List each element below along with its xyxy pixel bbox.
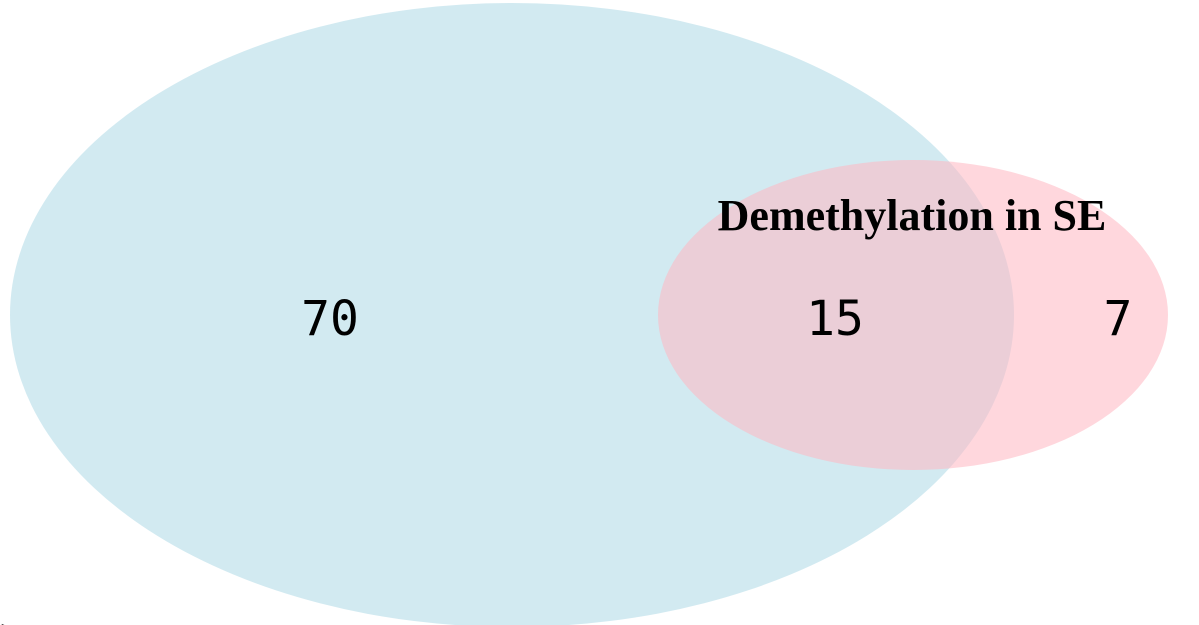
region-count: 15 [806, 291, 864, 347]
caption: > up_genes [0, 612, 189, 625]
set-ellipse [10, 3, 1014, 625]
region-count: 7 [1104, 291, 1133, 347]
set-ellipse [658, 160, 1168, 470]
set-label: Demethylation in SE [718, 191, 1107, 240]
region-count: 70 [301, 291, 359, 347]
